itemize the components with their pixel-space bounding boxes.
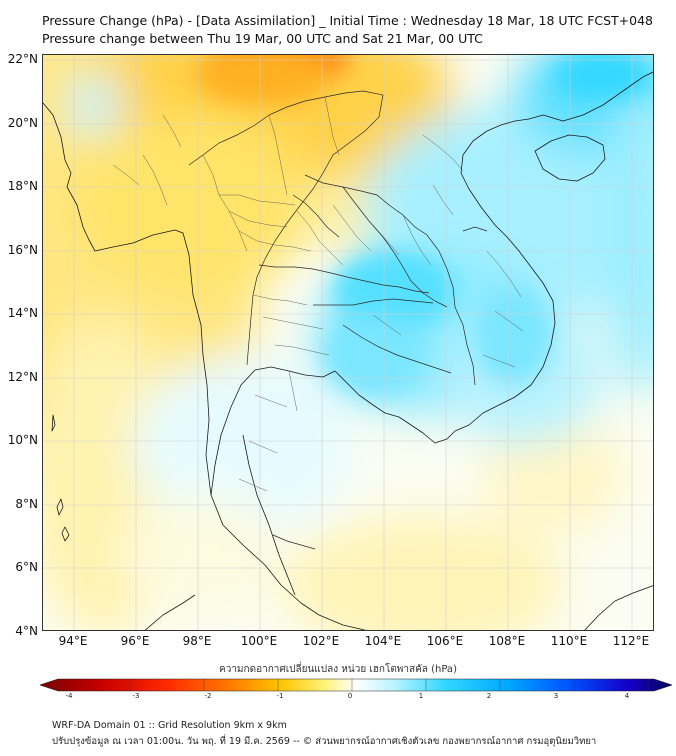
colorbar-tick-2: 2 xyxy=(486,692,492,700)
lon-label-108e: 108°E xyxy=(488,634,526,648)
colorbar-title: ความกดอากาศเปลี่ยนแปลง หน่วย เฮกโตพาสคัล… xyxy=(219,664,457,675)
lon-label-104e: 104°E xyxy=(364,634,402,648)
lat-label-4n: 4°N xyxy=(15,624,38,638)
coastline xyxy=(43,71,653,630)
pressure-change-map xyxy=(42,54,654,631)
model-info: WRF-DA Domain 01 :: Grid Resolution 9km … xyxy=(52,720,287,731)
colorbar-tick-1: 1 xyxy=(418,692,424,700)
lon-label-112e: 112°E xyxy=(612,634,650,648)
lon-label-98e: 98°E xyxy=(182,634,212,648)
lon-label-106e: 106°E xyxy=(426,634,464,648)
lon-label-94e: 94°E xyxy=(58,634,88,648)
lat-label-14n: 14°N xyxy=(7,306,38,320)
colorbar-tick-3: 3 xyxy=(553,692,559,700)
lat-label-22n: 22°N xyxy=(7,52,38,66)
colorbar-tick--1: -1 xyxy=(276,692,284,700)
province-borders xyxy=(112,96,524,492)
lon-label-110e: 110°E xyxy=(550,634,588,648)
lat-label-6n: 6°N xyxy=(15,560,38,574)
lat-label-18n: 18°N xyxy=(7,179,38,193)
lon-label-100e: 100°E xyxy=(240,634,278,648)
lat-label-16n: 16°N xyxy=(7,243,38,257)
country-borders xyxy=(188,90,488,550)
lon-label-96e: 96°E xyxy=(120,634,150,648)
colorbar-tick-4: 4 xyxy=(624,692,630,700)
map-title: Pressure Change (hPa) - [Data Assimilati… xyxy=(42,13,654,28)
colorbar-tick--3: -3 xyxy=(132,692,140,700)
colorbar-tick--4: -4 xyxy=(65,692,73,700)
update-credit: ปรับปรุงข้อมูล ณ เวลา 01:00น. วัน พฤ. ที… xyxy=(52,736,597,747)
lat-label-12n: 12°N xyxy=(7,370,38,384)
map-subtitle: Pressure change between Thu 19 Mar, 00 U… xyxy=(42,31,483,46)
colorbar-gradient xyxy=(39,678,673,692)
lat-label-20n: 20°N xyxy=(7,116,38,130)
lat-label-8n: 8°N xyxy=(15,497,38,511)
graticule xyxy=(43,55,653,630)
colorbar-tick--2: -2 xyxy=(204,692,212,700)
colorbar-tick-0: 0 xyxy=(347,692,353,700)
lat-label-10n: 10°N xyxy=(7,433,38,447)
lon-label-102e: 102°E xyxy=(302,634,340,648)
